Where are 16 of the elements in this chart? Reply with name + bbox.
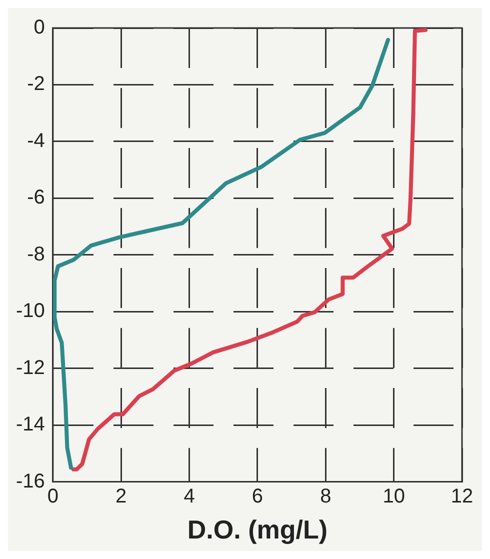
y-tick-label: -4 [27,130,45,152]
y-tick-label: -16 [16,470,45,492]
y-tick-label: -8 [27,243,45,266]
y-tick-label: -6 [27,186,45,209]
y-tick-label: -10 [16,300,45,322]
x-tick-label: 4 [184,485,195,508]
x-axis-title: D.O. (mg/L) [187,514,328,545]
y-tick-label: 0 [34,16,45,39]
y-tick-label: -14 [16,414,45,436]
y-tick-label: -2 [27,73,45,96]
x-tick-label: 12 [450,485,474,508]
x-tick-label: 8 [320,485,332,508]
x-tick-label: 6 [252,485,264,508]
x-tick-label: 10 [382,485,405,508]
x-tick-label: 2 [116,485,127,508]
y-tick-label: -12 [16,356,45,379]
